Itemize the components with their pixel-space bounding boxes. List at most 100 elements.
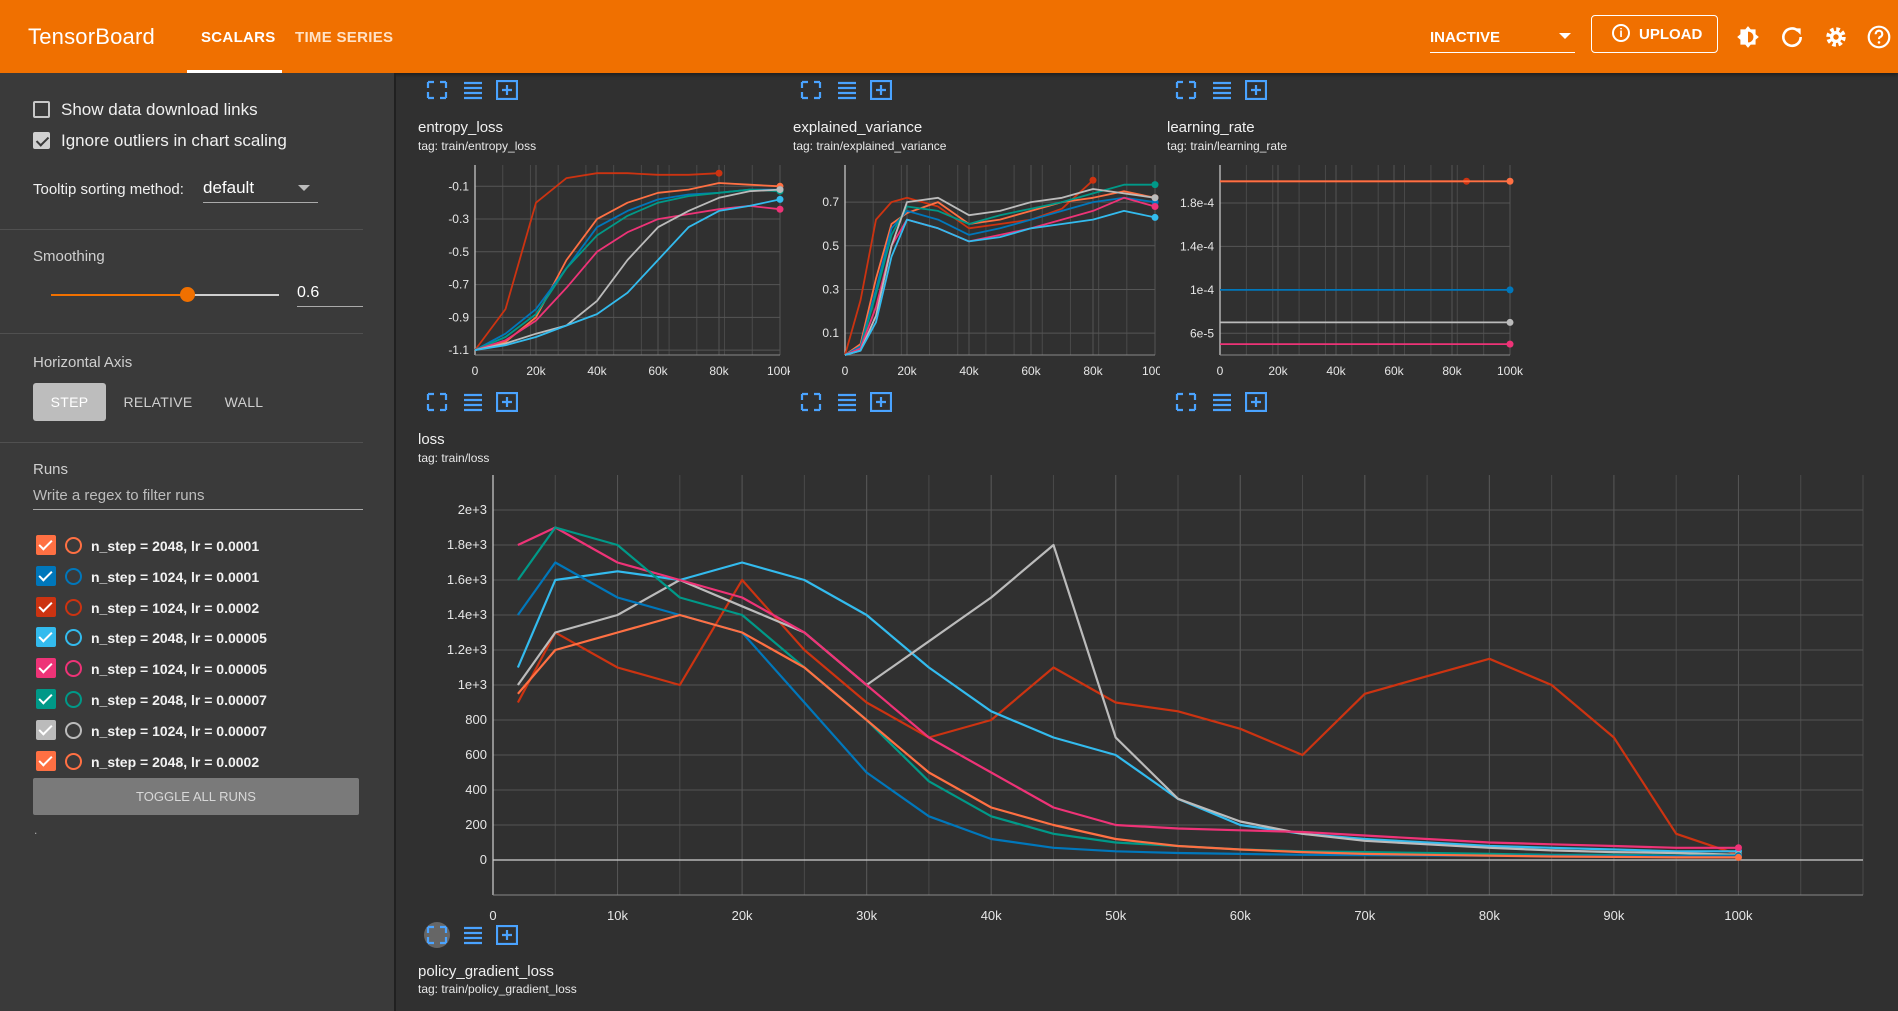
run-filter-placeholder: Write a regex to filter runs [33, 487, 205, 504]
tab-time-series[interactable]: TIME SERIES [295, 29, 394, 46]
series-end-point [1151, 213, 1159, 221]
fit-domain-icon[interactable] [870, 80, 892, 100]
series-line [844, 210, 1156, 356]
fit-domain-icon[interactable] [1245, 80, 1267, 100]
run-name: n_step = 1024, lr = 0.00007 [91, 722, 267, 739]
y-tick-label: 200 [465, 817, 487, 832]
smoothing-slider-thumb[interactable] [180, 287, 195, 302]
run-checkbox[interactable] [36, 689, 56, 709]
upload-button[interactable]: i UPLOAD [1591, 15, 1718, 53]
y-tick-label: -0.1 [448, 179, 469, 193]
explained-variance-chart[interactable]: 0.7 0.5 0.3 0.1 0 20k 40k 60k 80k 100k [800, 160, 1160, 390]
list-icon[interactable] [462, 925, 484, 945]
run-status-select[interactable]: INACTIVE [1430, 25, 1575, 53]
list-icon[interactable] [462, 80, 484, 100]
y-tick-label: 1.8e-4 [1180, 196, 1214, 210]
list-icon[interactable] [1211, 392, 1233, 412]
x-tick-label: 60k [1021, 364, 1041, 378]
run-color-swatch[interactable] [65, 537, 82, 554]
show-download-links-checkbox[interactable] [33, 101, 50, 118]
help-icon[interactable] [1866, 24, 1892, 50]
fullscreen-icon[interactable] [800, 392, 822, 412]
series-line [517, 613, 1739, 859]
x-tick-label: 80k [709, 364, 729, 378]
run-checkbox[interactable] [36, 627, 56, 648]
fit-domain-icon[interactable] [1245, 392, 1267, 412]
run-checkbox[interactable] [36, 658, 56, 679]
run-name: n_step = 1024, lr = 0.00005 [91, 661, 267, 678]
y-tick-label: 0.5 [822, 239, 839, 253]
y-tick-label: 2e+3 [458, 502, 487, 517]
chart-tag-entropy-loss: tag: train/entropy_loss [418, 139, 537, 153]
y-tick-label: -0.3 [448, 212, 469, 226]
learning-rate-chart[interactable]: 1.8e-4 1.4e-4 1e-4 6e-5 0 20k 40k 60k 80k 100k [1175, 160, 1535, 390]
run-color-swatch[interactable] [65, 691, 82, 708]
chevron-down-icon [298, 185, 310, 191]
fullscreen-icon[interactable] [426, 392, 448, 412]
x-tick-label: 90k [1603, 908, 1624, 920]
app-title[interactable]: TensorBoard [28, 24, 155, 49]
entropy-loss-chart[interactable]: -0.1 -0.3 -0.5 -0.7 -0.9 -1.10 20k 40k 60k 80k 100… [430, 160, 790, 390]
fullscreen-icon[interactable] [1175, 80, 1197, 100]
fit-domain-icon[interactable] [870, 392, 892, 412]
chart-title-policy-gradient-loss: policy_gradient_loss [418, 963, 554, 980]
chart-title-learning-rate: learning_rate [1167, 119, 1255, 136]
run-color-swatch[interactable] [65, 567, 82, 585]
fullscreen-icon[interactable] [424, 922, 450, 948]
divider [0, 333, 363, 334]
series-end-point [715, 169, 723, 177]
fit-domain-icon[interactable] [496, 392, 518, 412]
run-checkbox[interactable] [36, 750, 56, 771]
run-color-swatch[interactable] [65, 721, 82, 739]
fullscreen-icon[interactable] [426, 80, 448, 100]
smoothing-slider-fill [51, 294, 188, 296]
toggle-all-runs-button[interactable]: TOGGLE ALL RUNS [33, 778, 359, 815]
run-checkbox[interactable] [36, 535, 56, 555]
tooltip-sorting-select[interactable]: default [203, 176, 318, 203]
run-color-swatch[interactable] [65, 598, 82, 616]
fit-domain-icon[interactable] [496, 925, 518, 945]
run-name: n_step = 2048, lr = 0.0002 [91, 753, 260, 770]
list-icon[interactable] [462, 392, 484, 412]
series-end-point [1151, 181, 1159, 189]
axis-relative-button[interactable]: RELATIVE [123, 394, 193, 410]
run-name: n_step = 2048, lr = 0.0001 [91, 538, 260, 554]
smoothing-value-input[interactable]: 0.6 [297, 282, 363, 307]
series-end-point [1151, 194, 1159, 202]
list-icon[interactable] [836, 392, 858, 412]
settings-icon[interactable] [1823, 24, 1849, 50]
x-tick-label: 100k [1724, 908, 1753, 920]
y-tick-label: -0.7 [448, 278, 469, 292]
x-tick-label: 100k [1497, 364, 1524, 378]
run-color-swatch[interactable] [65, 752, 82, 770]
loss-chart[interactable]: 2e+3 1.8e+3 1.6e+3 1.4e+3 1.2e+3 1e+3 800 600 40… [418, 470, 1878, 920]
run-name: n_step = 1024, lr = 0.0002 [91, 599, 260, 616]
tab-scalars[interactable]: SCALARS [201, 29, 276, 46]
run-checkbox[interactable] [36, 719, 56, 740]
y-tick-label: -0.9 [448, 310, 469, 324]
run-color-swatch[interactable] [65, 660, 82, 678]
axis-step-button[interactable]: STEP [33, 383, 106, 421]
run-checkbox[interactable] [36, 596, 56, 617]
x-tick-label: 60k [648, 364, 668, 378]
run-checkbox[interactable] [36, 565, 56, 586]
series-line [474, 172, 720, 351]
run-color-swatch[interactable] [65, 629, 82, 647]
run-filter-input[interactable]: Write a regex to filter runs [33, 487, 363, 510]
fullscreen-icon[interactable] [1175, 392, 1197, 412]
series-line [844, 196, 1156, 356]
show-download-links-label: Show data download links [61, 100, 258, 119]
tooltip-sorting-value: default [203, 178, 255, 197]
list-icon[interactable] [836, 80, 858, 100]
x-tick-label: 70k [1354, 908, 1375, 920]
theme-icon[interactable] [1735, 24, 1761, 50]
x-tick-label: 40k [981, 908, 1002, 920]
chart-tag-policy-gradient-loss: tag: train/policy_gradient_loss [418, 982, 577, 996]
fullscreen-icon[interactable] [800, 80, 822, 100]
ignore-outliers-checkbox[interactable] [33, 132, 50, 149]
fit-domain-icon[interactable] [496, 80, 518, 100]
run-name: n_step = 2048, lr = 0.00005 [91, 630, 267, 647]
axis-wall-button[interactable]: WALL [224, 394, 264, 410]
list-icon[interactable] [1211, 80, 1233, 100]
refresh-icon[interactable] [1779, 24, 1805, 50]
